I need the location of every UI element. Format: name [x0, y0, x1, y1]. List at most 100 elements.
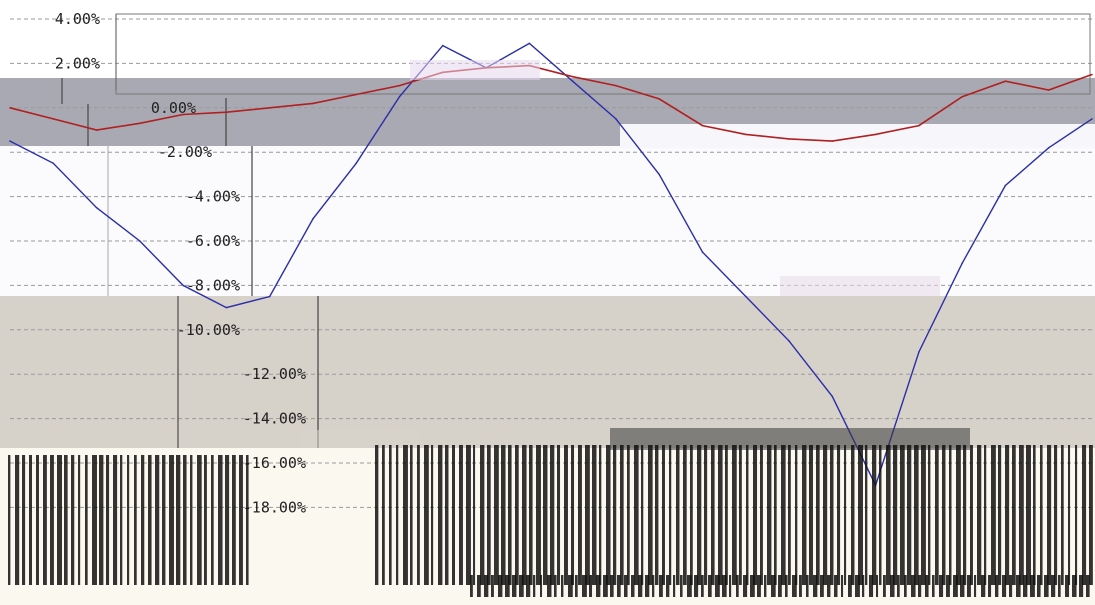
glitch-stroke — [561, 575, 564, 597]
glitch-stroke — [410, 445, 413, 585]
noise-block-0 — [410, 60, 540, 80]
glitch-stroke — [914, 445, 919, 585]
glitch-stroke — [718, 445, 723, 585]
glitch-stroke — [897, 575, 900, 597]
series-0-point-9 — [398, 95, 401, 98]
noise-block-3 — [610, 428, 970, 450]
band-light-patch — [620, 124, 1095, 148]
series-1-point-25 — [1091, 73, 1093, 76]
glitch-stroke — [589, 575, 593, 597]
glitch-stroke — [659, 575, 663, 597]
glitch-stroke — [823, 445, 828, 585]
glitch-stroke — [774, 445, 777, 585]
glitch-stroke — [575, 575, 578, 597]
glitch-stroke — [757, 575, 761, 597]
glitch-stroke — [981, 575, 986, 597]
glitch-stroke — [43, 455, 47, 585]
glitch-stroke — [890, 575, 895, 597]
series-0-point-6 — [268, 295, 271, 298]
glitch-stroke — [1033, 445, 1036, 585]
glitch-stroke — [452, 445, 455, 585]
glitch-stroke — [232, 455, 236, 585]
glitch-stroke — [746, 445, 749, 585]
series-1-point-24 — [1047, 89, 1050, 91]
glitch-stroke — [946, 575, 950, 597]
glitch-stroke — [183, 455, 187, 585]
glitch-stroke — [655, 445, 659, 585]
glitch-stroke — [753, 445, 758, 585]
glitch-stroke — [855, 575, 860, 597]
glitch-stroke — [403, 445, 408, 585]
glitch-stroke — [963, 445, 967, 585]
glitch-stroke — [1072, 575, 1077, 597]
y-tick-label-4: -4.00% — [186, 188, 240, 206]
series-1-point-0 — [9, 107, 11, 109]
glitch-stroke — [1005, 445, 1010, 585]
glitch-stroke — [904, 575, 907, 597]
glitch-stroke — [949, 445, 952, 585]
glitch-stroke — [620, 445, 624, 585]
glitch-stroke — [477, 575, 481, 597]
glitch-stroke — [876, 575, 879, 597]
series-1-point-19 — [831, 140, 834, 142]
series-0-point-0 — [9, 140, 11, 142]
glitch-stroke — [470, 575, 473, 597]
series-0-point-15 — [658, 173, 660, 176]
axes — [61, 13, 1091, 448]
glitch-stroke — [1012, 445, 1016, 585]
y-tick-label-6: -8.00% — [186, 276, 240, 294]
glitch-stroke — [78, 455, 81, 585]
glitch-stroke — [571, 445, 575, 585]
series-0-point-8 — [355, 162, 358, 165]
glitch-stroke — [953, 575, 958, 597]
series-1-point-7 — [312, 102, 314, 105]
glitch-stroke — [64, 455, 68, 585]
glitch-stroke — [662, 445, 665, 585]
glitch-stroke — [641, 445, 644, 585]
series-1-point-18 — [788, 138, 790, 140]
glitch-stroke — [1079, 575, 1084, 597]
glitch-stroke — [795, 445, 798, 585]
glitch-stroke — [613, 445, 617, 585]
glitch-stroke — [939, 575, 944, 597]
glitch-stroke — [540, 575, 543, 597]
glitch-stroke — [652, 575, 655, 597]
y-tick-label-10: -16.00% — [243, 454, 306, 472]
glitch-stroke — [494, 445, 499, 585]
band-top — [0, 0, 1095, 78]
glitch-stroke — [820, 575, 824, 597]
glitch-stroke — [977, 445, 982, 585]
glitch-stroke — [515, 445, 519, 585]
glitch-stroke — [487, 445, 491, 585]
glitch-stroke — [22, 455, 26, 585]
glitch-stroke — [711, 445, 715, 585]
glitch-stroke — [543, 445, 548, 585]
glitch-stroke — [1082, 445, 1087, 585]
glitch-stroke — [687, 575, 692, 597]
y-tick-label-11: -18.00% — [243, 498, 306, 516]
glitch-stroke — [813, 575, 818, 597]
y-tick-label-0: 4.00% — [55, 10, 100, 28]
glitch-stroke — [785, 575, 788, 597]
series-0-point-13 — [571, 80, 574, 82]
series-1-point-15 — [658, 98, 660, 100]
glitch-stroke — [827, 575, 831, 597]
glitch-stroke — [190, 455, 193, 585]
glitch-stroke — [1002, 575, 1007, 597]
glitch-stroke — [480, 445, 485, 585]
series-0-point-25 — [1091, 118, 1093, 120]
glitch-stroke — [837, 445, 841, 585]
glitch-stroke — [113, 455, 118, 585]
glitch-stroke — [71, 455, 75, 585]
glitch-stroke — [445, 445, 449, 585]
series-0-point-24 — [1047, 147, 1050, 149]
glitch-stroke — [557, 445, 561, 585]
series-1-point-9 — [398, 84, 401, 87]
series-1-point-20 — [874, 133, 877, 136]
glitch-stroke — [925, 575, 929, 597]
glitch-stroke — [771, 575, 776, 597]
glitch-stroke — [645, 575, 650, 597]
series-1-point-8 — [355, 93, 358, 96]
glitch-stroke — [736, 575, 739, 597]
glitch-stroke — [1016, 575, 1021, 597]
